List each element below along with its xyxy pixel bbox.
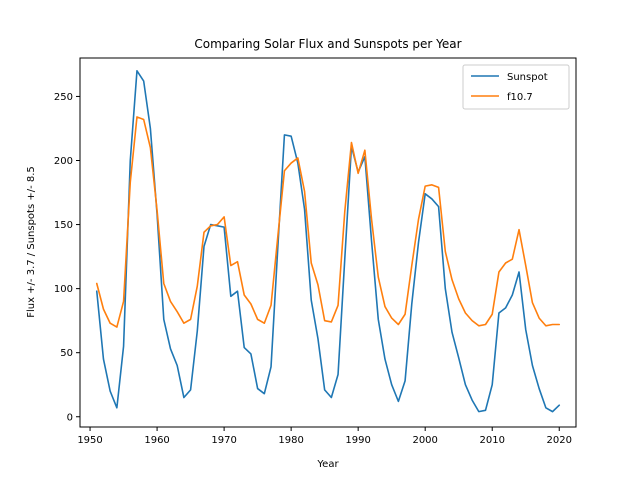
y-axis: 0 50 100 150 200 250: [54, 92, 80, 423]
x-tick-label: 2020: [547, 435, 572, 446]
chart-title: Comparing Solar Flux and Sunspots per Ye…: [194, 37, 461, 51]
x-tick-label: 1990: [345, 435, 370, 446]
y-tick-label: 0: [67, 412, 73, 423]
x-tick-label: 1970: [211, 435, 236, 446]
series-lines: [95, 70, 561, 413]
x-tick-label: 2000: [412, 435, 437, 446]
series-line-f10-7: [95, 116, 561, 328]
series-line-sunspot: [95, 70, 561, 413]
x-tick-label: 1960: [144, 435, 169, 446]
legend-label: Sunspot: [507, 72, 548, 83]
y-tick-label: 250: [54, 92, 73, 103]
x-axis: 1950 1960 1970 1980 1990 2000 2010 2020: [77, 427, 572, 446]
y-tick-label: 150: [54, 220, 73, 231]
axes-frame: [79, 57, 577, 428]
x-axis-label: Year: [316, 459, 339, 470]
legend: Sunspot f10.7: [462, 64, 570, 110]
y-axis-label: Flux +/- 3.7 / Sunspots +/- 8.5: [26, 166, 37, 318]
y-tick-label: 50: [60, 348, 73, 359]
x-tick-label: 2010: [479, 435, 504, 446]
y-tick-label: 200: [54, 156, 73, 167]
x-tick-label: 1950: [77, 435, 102, 446]
legend-label: f10.7: [507, 92, 533, 103]
x-tick-label: 1980: [278, 435, 303, 446]
y-tick-label: 100: [54, 284, 73, 295]
